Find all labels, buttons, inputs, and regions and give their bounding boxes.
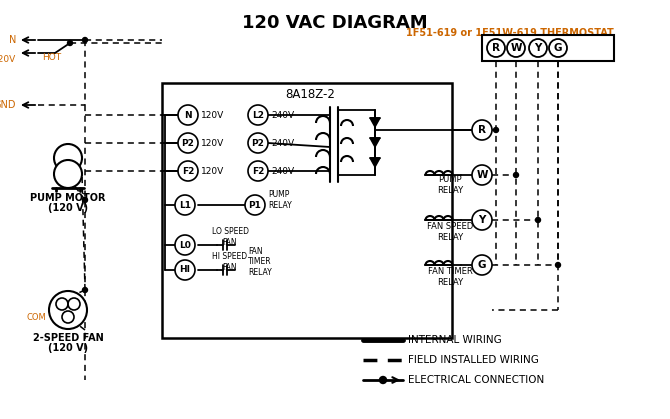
Text: 240V: 240V xyxy=(271,166,294,176)
Circle shape xyxy=(68,41,72,46)
Text: PUMP MOTOR: PUMP MOTOR xyxy=(30,193,106,203)
Text: L1: L1 xyxy=(179,201,191,210)
Text: 120V: 120V xyxy=(201,111,224,119)
Text: GND: GND xyxy=(0,100,16,110)
Circle shape xyxy=(82,197,88,202)
Text: Y: Y xyxy=(534,43,541,53)
Circle shape xyxy=(472,165,492,185)
Text: (120 V): (120 V) xyxy=(48,343,88,353)
Text: 1F51-619 or 1F51W-619 THERMOSTAT: 1F51-619 or 1F51W-619 THERMOSTAT xyxy=(406,28,614,38)
Circle shape xyxy=(175,235,195,255)
Circle shape xyxy=(472,255,492,275)
Bar xyxy=(482,35,614,61)
Text: W: W xyxy=(511,43,522,53)
Text: (120 V): (120 V) xyxy=(48,203,88,213)
Text: P1: P1 xyxy=(249,201,261,210)
Circle shape xyxy=(248,161,268,181)
Text: N: N xyxy=(9,35,16,45)
Text: P2: P2 xyxy=(182,139,194,147)
Text: R: R xyxy=(478,125,486,135)
Polygon shape xyxy=(370,158,380,167)
Text: HI SPEED
FAN: HI SPEED FAN xyxy=(212,252,247,272)
Text: FAN SPEED
RELAY: FAN SPEED RELAY xyxy=(427,222,473,242)
Text: P2: P2 xyxy=(251,139,265,147)
Text: F2: F2 xyxy=(182,166,194,176)
Text: 120V: 120V xyxy=(201,139,224,147)
Circle shape xyxy=(178,105,198,125)
Text: 120V: 120V xyxy=(201,166,224,176)
Text: 120 VAC DIAGRAM: 120 VAC DIAGRAM xyxy=(242,14,428,32)
Circle shape xyxy=(529,39,547,57)
Circle shape xyxy=(472,120,492,140)
Circle shape xyxy=(248,133,268,153)
Text: 2-SPEED FAN: 2-SPEED FAN xyxy=(33,333,103,343)
Circle shape xyxy=(555,262,561,267)
Text: INTERNAL WIRING: INTERNAL WIRING xyxy=(408,335,502,345)
Text: LO: LO xyxy=(51,303,61,311)
Circle shape xyxy=(82,287,88,292)
Circle shape xyxy=(248,105,268,125)
Circle shape xyxy=(54,160,82,188)
Circle shape xyxy=(245,195,265,215)
Text: 120V: 120V xyxy=(0,54,16,64)
Circle shape xyxy=(49,291,87,329)
Bar xyxy=(162,83,452,338)
Circle shape xyxy=(494,127,498,132)
Text: COM: COM xyxy=(26,313,46,323)
Text: Y: Y xyxy=(478,215,486,225)
Text: FIELD INSTALLED WIRING: FIELD INSTALLED WIRING xyxy=(408,355,539,365)
Text: L2: L2 xyxy=(252,111,264,119)
Circle shape xyxy=(535,217,541,222)
Polygon shape xyxy=(370,138,380,147)
Text: 8A18Z-2: 8A18Z-2 xyxy=(285,88,335,101)
Circle shape xyxy=(175,195,195,215)
Circle shape xyxy=(82,37,88,42)
Circle shape xyxy=(549,39,567,57)
Text: G: G xyxy=(478,260,486,270)
Text: F2: F2 xyxy=(252,166,264,176)
Text: PUMP
RELAY: PUMP RELAY xyxy=(437,175,463,195)
Text: R: R xyxy=(492,43,500,53)
Circle shape xyxy=(487,39,505,57)
Text: G: G xyxy=(553,43,562,53)
Circle shape xyxy=(513,173,519,178)
Text: HI: HI xyxy=(76,310,84,318)
Text: L0: L0 xyxy=(179,241,191,249)
Circle shape xyxy=(54,144,82,172)
Circle shape xyxy=(507,39,525,57)
Circle shape xyxy=(379,377,387,383)
Circle shape xyxy=(472,210,492,230)
Text: FAN
TIMER
RELAY: FAN TIMER RELAY xyxy=(248,247,272,277)
Polygon shape xyxy=(370,118,380,127)
Text: LO SPEED
FAN: LO SPEED FAN xyxy=(212,227,249,247)
Text: 240V: 240V xyxy=(271,139,294,147)
Text: N: N xyxy=(184,111,192,119)
Circle shape xyxy=(178,161,198,181)
Circle shape xyxy=(178,133,198,153)
Text: HI: HI xyxy=(180,266,190,274)
Text: HOT: HOT xyxy=(42,52,61,62)
Text: W: W xyxy=(476,170,488,180)
Text: FAN TIMER
RELAY: FAN TIMER RELAY xyxy=(427,267,472,287)
Circle shape xyxy=(175,260,195,280)
Text: ELECTRICAL CONNECTION: ELECTRICAL CONNECTION xyxy=(408,375,544,385)
Text: 240V: 240V xyxy=(271,111,294,119)
Text: PUMP
RELAY: PUMP RELAY xyxy=(268,190,291,210)
